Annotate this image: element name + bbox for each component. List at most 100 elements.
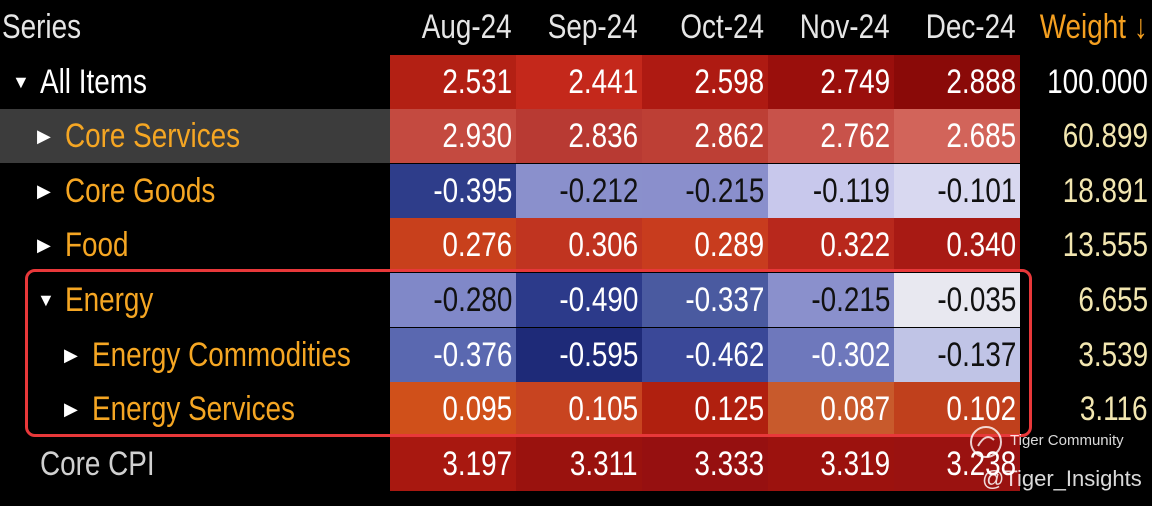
weight-cell: 13.555 (1020, 218, 1152, 273)
value-cell: -0.137 (894, 327, 1020, 382)
value-cell: 0.340 (894, 218, 1020, 273)
value: -0.035 (936, 281, 1016, 319)
value: -0.462 (684, 335, 764, 374)
header-text: Aug-24 (422, 8, 512, 46)
column-header: Sep-24 (516, 0, 642, 54)
value-cell: -0.395 (390, 163, 516, 218)
value: 0.322 (820, 226, 890, 265)
weight-cell: 6.655 (1020, 273, 1152, 327)
watermark-brand: Tiger Community (1010, 432, 1124, 449)
expand-toggle[interactable]: ▶ (64, 399, 78, 420)
expand-toggle[interactable]: ▶ (37, 235, 51, 256)
value-cell: 2.762 (768, 109, 894, 164)
weight: 60.899 (1062, 117, 1148, 156)
value: 3.197 (442, 444, 512, 483)
row-label-cell: ▶ Energy Commodities (0, 327, 390, 382)
column-header: Aug-24 (390, 0, 516, 54)
row-label-cell: Core CPI (0, 436, 390, 491)
value-cell: 0.276 (390, 218, 516, 273)
row-label-cell: ▼ Energy (0, 273, 390, 327)
value: 2.862 (694, 117, 764, 156)
value: 0.276 (442, 226, 512, 265)
value-cell: 0.289 (642, 218, 768, 273)
highlight-box (25, 269, 1032, 437)
value-cell: 0.306 (516, 218, 642, 273)
row-label: Energy Services (92, 390, 295, 429)
value: -0.376 (432, 335, 512, 374)
value: 3.311 (570, 444, 638, 483)
value-cell: -0.035 (894, 273, 1020, 327)
value-cell: 0.322 (768, 218, 894, 273)
weight: 100.000 (1047, 62, 1148, 101)
expand-toggle[interactable]: ▶ (37, 180, 51, 201)
value-cell: 2.531 (390, 54, 516, 109)
value: -0.215 (684, 171, 764, 210)
value: 0.340 (946, 226, 1016, 265)
value-cell: -0.462 (642, 327, 768, 382)
expand-toggle[interactable]: ▼ (37, 290, 55, 310)
weight: 6.655 (1078, 281, 1148, 319)
watermark-handle: @Tiger_Insights (982, 466, 1142, 491)
weight: 3.116 (1080, 390, 1148, 429)
value: -0.212 (558, 171, 638, 210)
header-text: Sep-24 (548, 8, 638, 46)
weight: 18.891 (1062, 171, 1148, 210)
value-cell: 0.087 (768, 382, 894, 437)
value: -0.337 (684, 281, 764, 319)
value-cell: 2.441 (516, 54, 642, 109)
value: 0.289 (694, 226, 764, 265)
value: -0.137 (936, 335, 1016, 374)
value: 3.333 (694, 444, 764, 483)
value-cell: 2.888 (894, 54, 1020, 109)
value: 2.762 (820, 117, 890, 156)
value-cell: -0.215 (642, 163, 768, 218)
value: -0.119 (813, 171, 890, 210)
expand-toggle[interactable]: ▼ (12, 71, 30, 92)
row-label: All Items (40, 62, 147, 101)
weight-cell: 3.539 (1020, 327, 1152, 382)
column-header: Weight ↓ (1020, 0, 1152, 54)
value: 3.238 (946, 444, 1016, 483)
header-text: Series (2, 8, 82, 46)
value-cell: 0.105 (516, 382, 642, 437)
value-cell: 0.095 (390, 382, 516, 437)
row-label: Core Goods (65, 171, 216, 210)
value-cell: -0.595 (516, 327, 642, 382)
value-cell: -0.101 (894, 163, 1020, 218)
value-cell: 2.685 (894, 109, 1020, 164)
row-label-cell: ▼ All Items (0, 54, 390, 109)
value-cell: 2.930 (390, 109, 516, 164)
value: 2.598 (694, 62, 764, 101)
weight-cell: 60.899 (1020, 109, 1152, 164)
value-cell: 3.238 (894, 436, 1020, 491)
value-cell: 2.862 (642, 109, 768, 164)
value-cell: 3.333 (642, 436, 768, 491)
row-label-cell: ▶ Core Services (0, 109, 390, 164)
weight-cell: 18.891 (1020, 163, 1152, 218)
value-cell: 0.125 (642, 382, 768, 437)
value: 2.531 (442, 62, 512, 101)
expand-toggle[interactable]: ▶ (37, 126, 51, 147)
row-label: Core Services (65, 117, 241, 156)
value-cell: -0.302 (768, 327, 894, 382)
weight-cell: 3.116 (1020, 382, 1152, 437)
value-cell: -0.376 (390, 327, 516, 382)
value-cell: 2.836 (516, 109, 642, 164)
value: 2.685 (946, 117, 1016, 156)
row-label-cell: ▶ Core Goods (0, 163, 390, 218)
value-cell: 0.102 (894, 382, 1020, 437)
value-cell: 3.197 (390, 436, 516, 491)
value: -0.595 (558, 335, 638, 374)
column-header: Dec-24 (894, 0, 1020, 54)
row-label: Energy (65, 281, 154, 319)
weight: 13.555 (1062, 226, 1148, 265)
value-cell: -0.337 (642, 273, 768, 327)
value: 0.105 (568, 390, 638, 429)
value: 3.319 (820, 444, 890, 483)
value: -0.280 (432, 281, 512, 319)
value-cell: -0.119 (768, 163, 894, 218)
value: 2.888 (946, 62, 1016, 101)
header-text: Weight ↓ (1040, 8, 1148, 46)
expand-toggle[interactable]: ▶ (64, 344, 78, 365)
